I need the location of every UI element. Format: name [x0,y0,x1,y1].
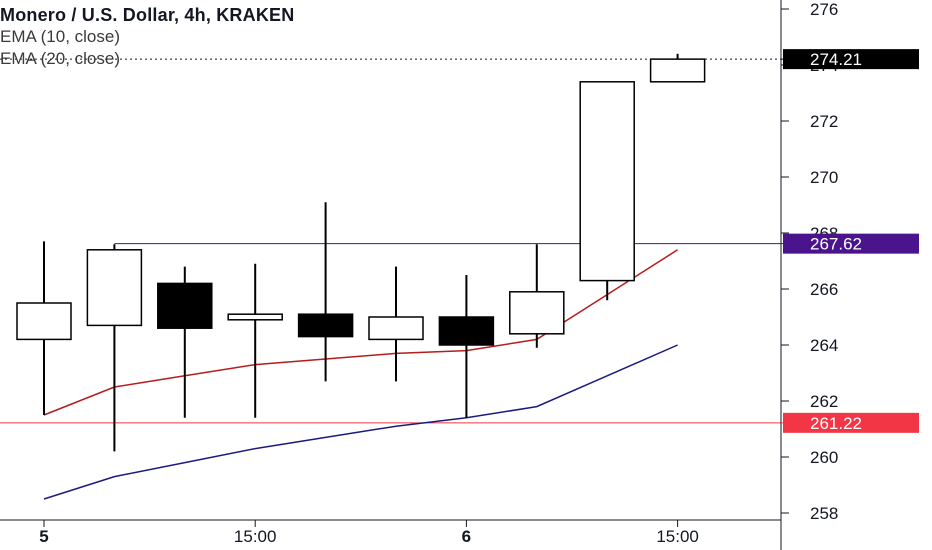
level-badge-purple-box [783,233,919,254]
candle [157,266,213,418]
candle-body-up [649,58,706,83]
time-tick-label: 15:00 [656,527,699,546]
candle [438,275,495,418]
ema-10-legend[interactable]: EMA (10, close) [0,27,120,46]
candle [16,241,72,415]
level-badge-purple-label: 267.62 [810,235,862,254]
price-tick-label: 262 [810,392,838,411]
price-tick-label: 266 [810,280,838,299]
chart-legend: Monero / U.S. Dollar, 4h, KRAKEN EMA (10… [0,4,294,70]
candle-body-up [227,313,283,321]
level-badge-red-label: 261.22 [810,414,862,433]
candle [297,202,354,382]
price-tick-label: 272 [810,112,838,131]
candle-body-up [509,291,565,335]
symbol-title[interactable]: Monero / U.S. Dollar, 4h, KRAKEN [0,5,295,25]
time-tick-label: 15:00 [234,527,277,546]
candle-body-down [438,316,495,346]
ema-20-legend[interactable]: EMA (20, close) [0,49,120,68]
candle-body-down [157,282,213,329]
candle-body-up [86,249,143,327]
candle [509,244,565,348]
time-axis[interactable]: 5 15:00 6 15:00 [39,520,699,546]
candle [86,244,143,452]
last-price-badge-box [783,49,919,70]
price-tick-label: 264 [810,336,838,355]
level-badge-red-box [783,412,919,433]
candle [579,81,635,301]
candle [649,53,706,83]
candle-body-up [368,316,424,341]
ema-lines [43,249,679,500]
last-price-badge-label: 274.21 [810,50,862,69]
price-badges: 274.21 267.62 261.22 [781,49,919,433]
time-tick-label: 6 [462,527,471,546]
price-tick-label: 276 [810,0,838,19]
price-tick-label: 270 [810,168,838,187]
ema-20-line [43,344,678,500]
price-tick-label: 260 [810,448,838,467]
time-tick-label: 5 [39,527,48,546]
candle-body-down [297,313,354,338]
ema-10-line [43,249,679,416]
price-tick-label: 258 [810,504,838,523]
candle [368,266,424,382]
candles [16,53,706,452]
candle-body-up [579,81,635,282]
candle-body-up [16,302,72,341]
candle [227,263,283,418]
